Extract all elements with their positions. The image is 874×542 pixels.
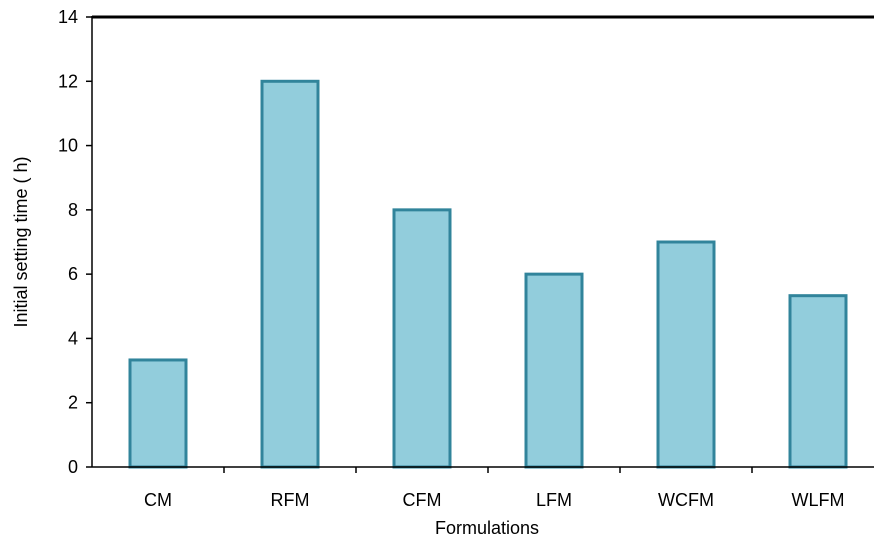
x-axis-title: Formulations [435,518,539,538]
bar-rfm [260,79,320,469]
x-tick-label-wcfm: WCFM [658,490,714,510]
y-tick-label: 10 [58,136,78,156]
bar-cfm [392,208,452,469]
y-tick-label: 12 [58,71,78,91]
x-tick-label-cm: CM [144,490,172,510]
x-tick-label-rfm: RFM [271,490,310,510]
x-tick-label-cfm: CFM [403,490,442,510]
x-tick-label-wlfm: WLFM [792,490,845,510]
y-axis-ticks: 0 2 4 6 8 10 12 14 [58,7,92,477]
y-axis-title: Initial setting time ( h) [11,156,31,327]
y-tick-label: 14 [58,7,78,27]
bar-wlfm [788,294,848,469]
y-tick-label: 6 [68,264,78,284]
y-tick-label: 8 [68,200,78,220]
bar-cm [128,358,188,469]
axes [91,15,874,468]
y-tick-label: 0 [68,457,78,477]
y-tick-label: 4 [68,328,78,348]
x-tick-label-lfm: LFM [536,490,572,510]
bars [128,79,848,469]
y-tick-label: 2 [68,393,78,413]
bar-wcfm [656,240,716,469]
bar-lfm [524,272,584,469]
x-axis-ticks: CM RFM CFM LFM WCFM WLFM [144,467,845,510]
